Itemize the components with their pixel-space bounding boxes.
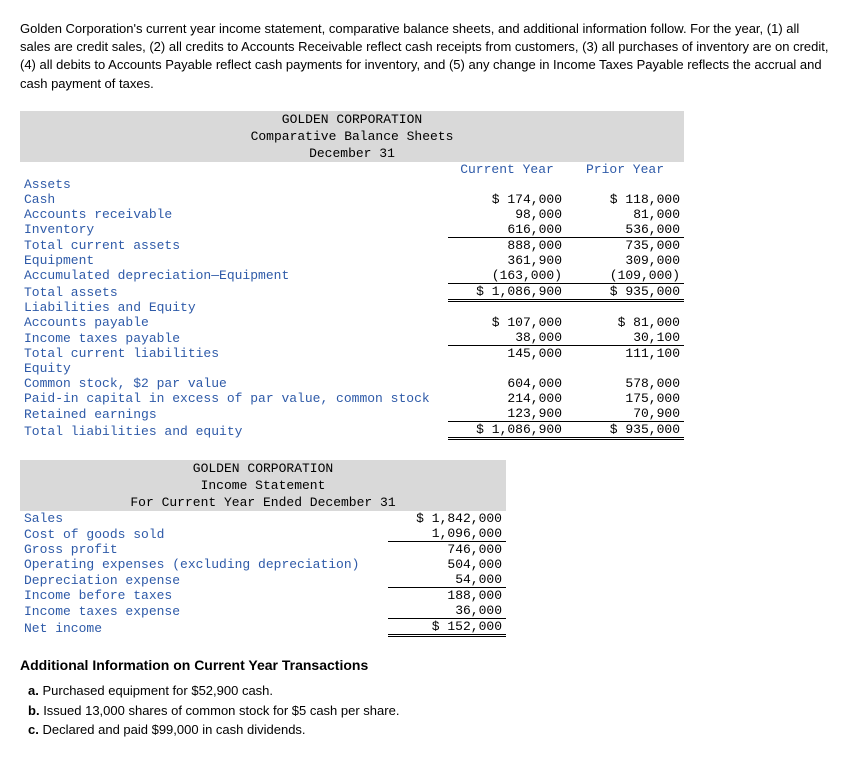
additional-info-list: a. Purchased equipment for $52,900 cash.… <box>28 681 830 740</box>
bs-cell: $ 107,000 <box>448 315 566 330</box>
bs-cell: 309,000 <box>566 253 684 268</box>
bs-equity-header: Equity <box>20 361 448 376</box>
bs-cell: 214,000 <box>448 391 566 406</box>
bs-row-label: Retained earnings <box>20 406 448 422</box>
is-row-label: Gross profit <box>20 542 388 558</box>
bs-title-3: December 31 <box>20 145 684 162</box>
bs-row-label: Paid-in capital in excess of par value, … <box>20 391 448 406</box>
bs-cell: 604,000 <box>448 376 566 391</box>
is-cell: 746,000 <box>388 542 506 558</box>
bs-cell: $ 174,000 <box>448 192 566 207</box>
bs-row-label: Total current liabilities <box>20 346 448 362</box>
bs-cell: 98,000 <box>448 207 566 222</box>
balance-sheet-table: GOLDEN CORPORATION Comparative Balance S… <box>20 111 684 441</box>
is-row-label: Sales <box>20 511 388 526</box>
is-title-1: GOLDEN CORPORATION <box>20 460 506 477</box>
bs-row-label: Total assets <box>20 283 448 300</box>
bs-liab-header: Liabilities and Equity <box>20 300 448 315</box>
bs-row-label: Accumulated depreciation—Equipment <box>20 268 448 284</box>
bs-cell: $ 81,000 <box>566 315 684 330</box>
bs-title-1: GOLDEN CORPORATION <box>20 111 684 128</box>
list-marker: c. <box>28 722 39 737</box>
bs-cell: 70,900 <box>566 406 684 422</box>
bs-row-label: Total liabilities and equity <box>20 422 448 439</box>
additional-info-heading: Additional Information on Current Year T… <box>20 657 830 673</box>
bs-col-current: Current Year <box>448 162 566 177</box>
is-cell: 54,000 <box>388 572 506 588</box>
bs-cell: $ 118,000 <box>566 192 684 207</box>
intro-paragraph: Golden Corporation's current year income… <box>20 20 830 93</box>
is-cell: 36,000 <box>388 603 506 619</box>
bs-row-label: Accounts payable <box>20 315 448 330</box>
bs-cell: 81,000 <box>566 207 684 222</box>
income-statement-table: GOLDEN CORPORATION Income Statement For … <box>20 460 506 637</box>
bs-cell: 123,900 <box>448 406 566 422</box>
is-cell: 504,000 <box>388 557 506 572</box>
bs-row-label: Equipment <box>20 253 448 268</box>
bs-row-label: Inventory <box>20 222 448 238</box>
bs-cell: 38,000 <box>448 330 566 346</box>
list-item-text: Purchased equipment for $52,900 cash. <box>42 683 273 698</box>
bs-cell: 888,000 <box>448 237 566 253</box>
bs-cell: 536,000 <box>566 222 684 238</box>
bs-cell: (109,000) <box>566 268 684 284</box>
bs-cell: $ 935,000 <box>566 283 684 300</box>
list-marker: b. <box>28 703 40 718</box>
bs-row-label: Cash <box>20 192 448 207</box>
bs-assets-header: Assets <box>20 177 448 192</box>
is-cell: $ 1,842,000 <box>388 511 506 526</box>
is-row-label: Operating expenses (excluding depreciati… <box>20 557 388 572</box>
list-marker: a. <box>28 683 39 698</box>
is-row-label: Cost of goods sold <box>20 526 388 542</box>
bs-cell: 616,000 <box>448 222 566 238</box>
is-row-label: Net income <box>20 619 388 636</box>
bs-cell: 30,100 <box>566 330 684 346</box>
bs-cell: $ 1,086,900 <box>448 283 566 300</box>
is-cell: 1,096,000 <box>388 526 506 542</box>
is-title-2: Income Statement <box>20 477 506 494</box>
is-row-label: Depreciation expense <box>20 572 388 588</box>
bs-cell: 111,100 <box>566 346 684 362</box>
bs-cell: 735,000 <box>566 237 684 253</box>
bs-title-2: Comparative Balance Sheets <box>20 128 684 145</box>
bs-cell: 175,000 <box>566 391 684 406</box>
bs-cell: $ 935,000 <box>566 422 684 439</box>
bs-row-label: Income taxes payable <box>20 330 448 346</box>
bs-cell: 145,000 <box>448 346 566 362</box>
is-cell: 188,000 <box>388 588 506 604</box>
is-cell: $ 152,000 <box>388 619 506 636</box>
bs-col-prior: Prior Year <box>566 162 684 177</box>
is-title-3: For Current Year Ended December 31 <box>20 494 506 511</box>
list-item-text: Declared and paid $99,000 in cash divide… <box>42 722 305 737</box>
is-row-label: Income before taxes <box>20 588 388 604</box>
bs-cell: 578,000 <box>566 376 684 391</box>
bs-row-label: Total current assets <box>20 237 448 253</box>
list-item-text: Issued 13,000 shares of common stock for… <box>43 703 399 718</box>
bs-row-label: Accounts receivable <box>20 207 448 222</box>
bs-cell: (163,000) <box>448 268 566 284</box>
is-row-label: Income taxes expense <box>20 603 388 619</box>
bs-cell: $ 1,086,900 <box>448 422 566 439</box>
bs-cell: 361,900 <box>448 253 566 268</box>
bs-row-label: Common stock, $2 par value <box>20 376 448 391</box>
